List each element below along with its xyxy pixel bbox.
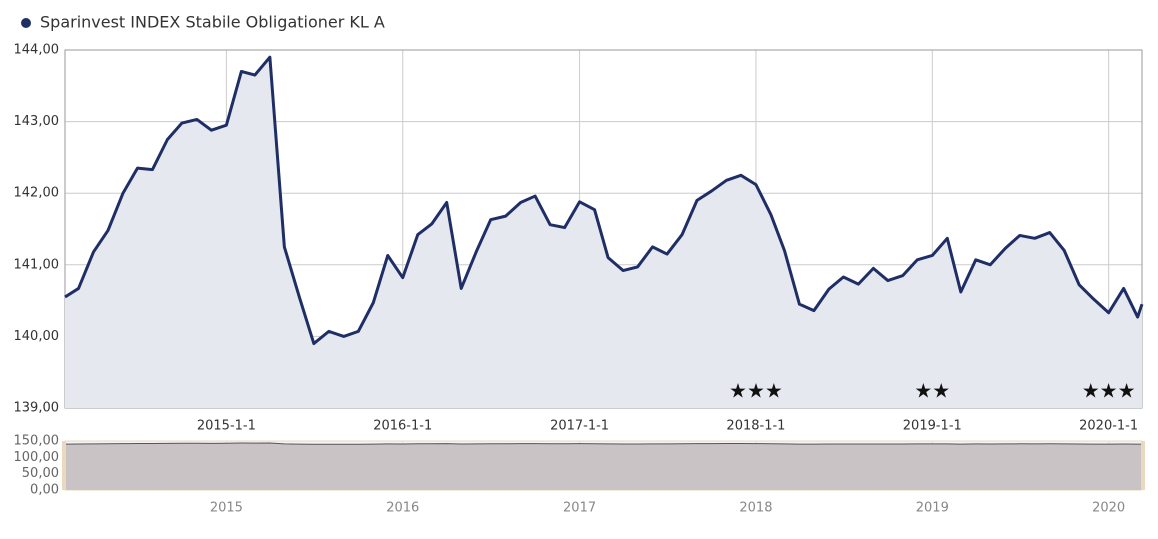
x-tick-label: 2019-1-1 <box>903 419 962 434</box>
nav-x-tick-label: 2020 <box>1092 501 1125 516</box>
x-tick-label: 2016-1-1 <box>373 419 432 434</box>
y-tick-label: 143,00 <box>14 114 60 129</box>
legend-label: Sparinvest INDEX Stabile Obligationer KL… <box>40 13 385 32</box>
x-tick-label: 2015-1-1 <box>197 419 256 434</box>
series-line <box>64 55 1144 346</box>
x-tick-label: 2018-1-1 <box>726 419 785 434</box>
nav-x-tick-label: 2019 <box>916 501 949 516</box>
nav-y-tick-label: 0,00 <box>30 483 59 498</box>
rating-stars: ★★ <box>914 379 950 403</box>
nav-x-tick-label: 2018 <box>739 501 772 516</box>
nav-y-tick-label: 150,00 <box>14 434 60 449</box>
nav-x-tick-label: 2015 <box>210 501 243 516</box>
series-area <box>65 57 1142 408</box>
navigator-handle <box>1141 441 1145 490</box>
y-tick-label: 140,00 <box>14 329 60 344</box>
navigator-series-line <box>64 442 1143 445</box>
y-tick-label: 141,00 <box>14 257 60 272</box>
nav-x-tick-label: 2016 <box>386 501 419 516</box>
y-tick-label: 142,00 <box>14 186 60 201</box>
x-tick-label: 2020-1-1 <box>1079 419 1138 434</box>
rating-stars: ★★★ <box>1082 379 1136 403</box>
x-tick-label: 2017-1-1 <box>550 419 609 434</box>
rating-stars: ★★★ <box>729 379 783 403</box>
y-tick-label: 139,00 <box>14 401 60 416</box>
nav-y-tick-label: 50,00 <box>22 466 59 481</box>
y-tick-label: 144,00 <box>14 43 60 58</box>
nav-x-tick-label: 2017 <box>563 501 596 516</box>
navigator-handle <box>62 441 66 490</box>
navigator-series-area <box>65 442 1142 490</box>
nav-y-tick-label: 100,00 <box>14 450 60 465</box>
legend-marker <box>21 18 31 28</box>
